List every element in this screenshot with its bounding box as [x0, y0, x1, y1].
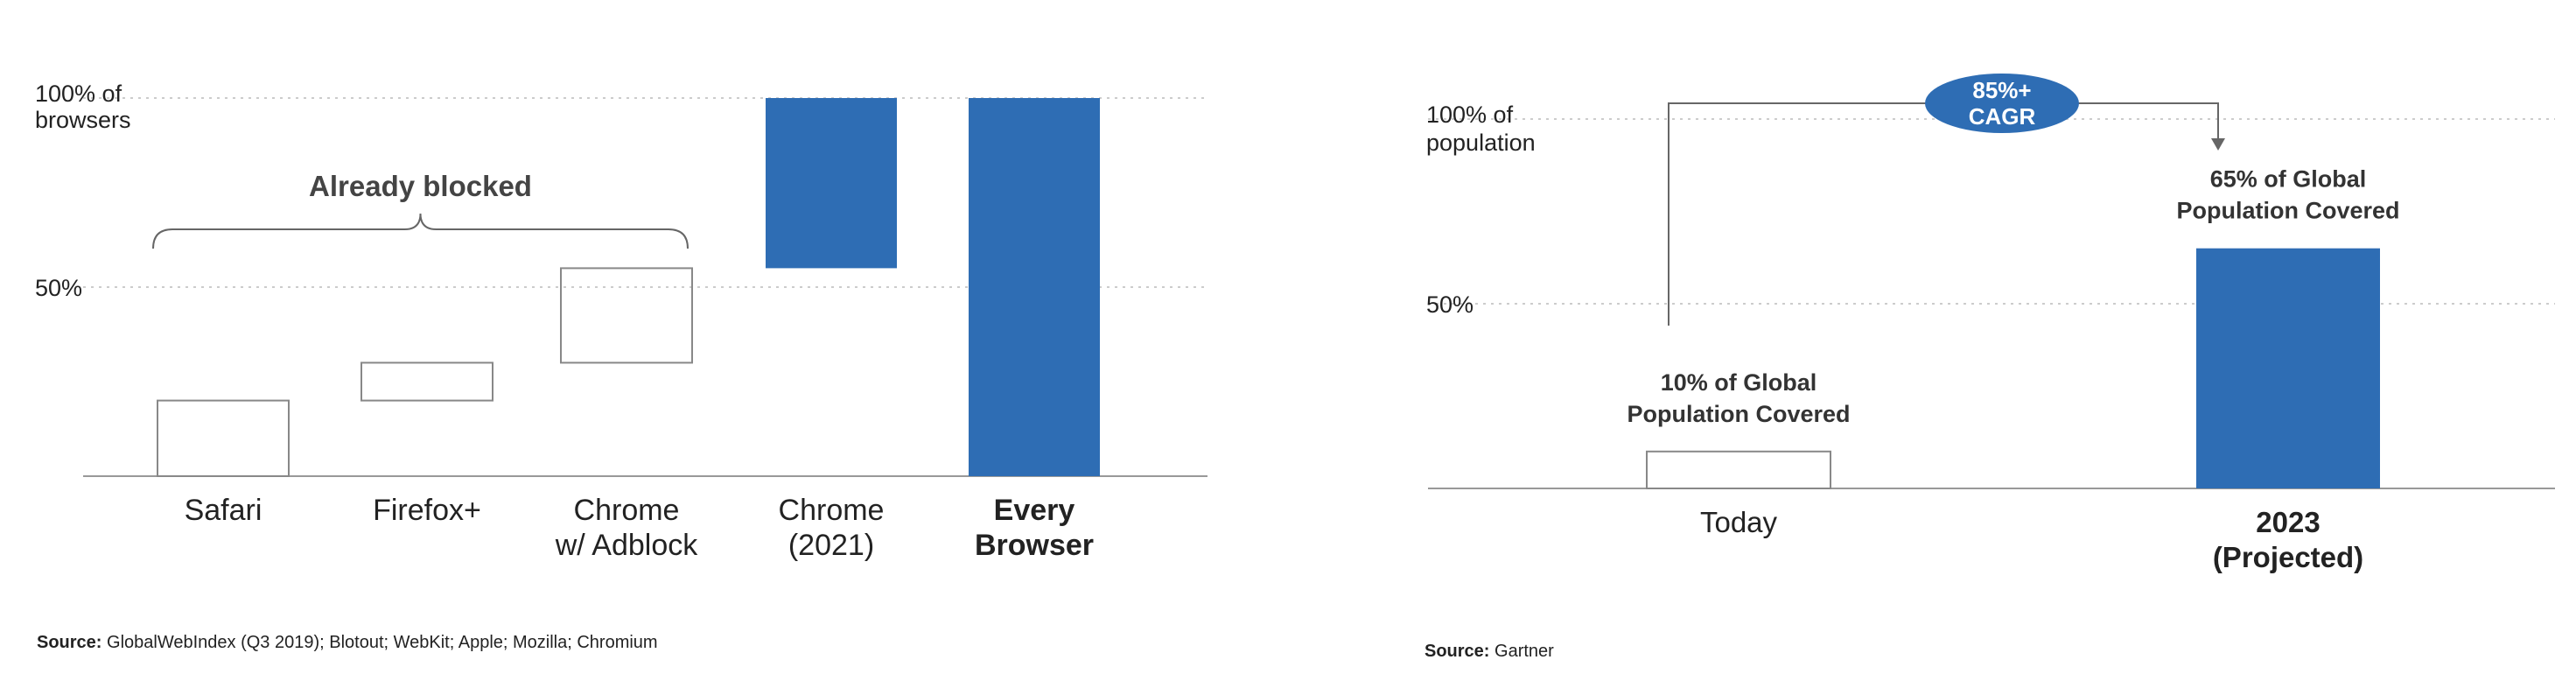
x-tick-label: 2023 (Projected) [2213, 506, 2363, 573]
cagr-badge [1925, 74, 2079, 133]
y-tick-label: 100% of population [1426, 102, 1536, 156]
bar [766, 98, 897, 269]
y-tick-label: 50% [35, 275, 82, 301]
bar [360, 362, 494, 402]
growth-connector [1668, 102, 2219, 326]
source-note: Source: GlobalWebIndex (Q3 2019); Blotou… [37, 633, 658, 652]
data-label: 10% of Global Population Covered [1627, 369, 1850, 427]
bracket [152, 213, 689, 249]
cagr-label: 85%+ CAGR [1969, 77, 2036, 130]
bar [1646, 450, 1831, 489]
x-tick-label: Firefox+ [373, 494, 481, 527]
bar [2196, 248, 2380, 488]
bar [560, 267, 693, 364]
y-tick-label: 100% of browsers [35, 81, 131, 133]
x-tick-label: Chrome w/ Adblock [555, 494, 699, 562]
x-tick-label: Chrome (2021) [779, 494, 885, 562]
source-note: Source: Gartner [1424, 642, 1554, 661]
x-tick-label: Today [1700, 506, 1778, 538]
bar [157, 399, 290, 478]
arrow-head [2211, 138, 2225, 151]
population-coverage-chart: 50% 100% of population Today 10% of Global Po… [1424, 74, 2555, 661]
bar [969, 98, 1100, 476]
x-tick-label: Every Browser [975, 494, 1094, 562]
y-tick-label: 50% [1426, 291, 1474, 318]
browser-blocking-chart: 50% 100% of browsers Safari Firefox+ Chrome w/… [35, 81, 1208, 652]
annotation-label: Already blocked [309, 170, 532, 202]
data-label: 65% of Global Population Covered [2176, 166, 2399, 224]
x-tick-label: Safari [185, 494, 262, 527]
